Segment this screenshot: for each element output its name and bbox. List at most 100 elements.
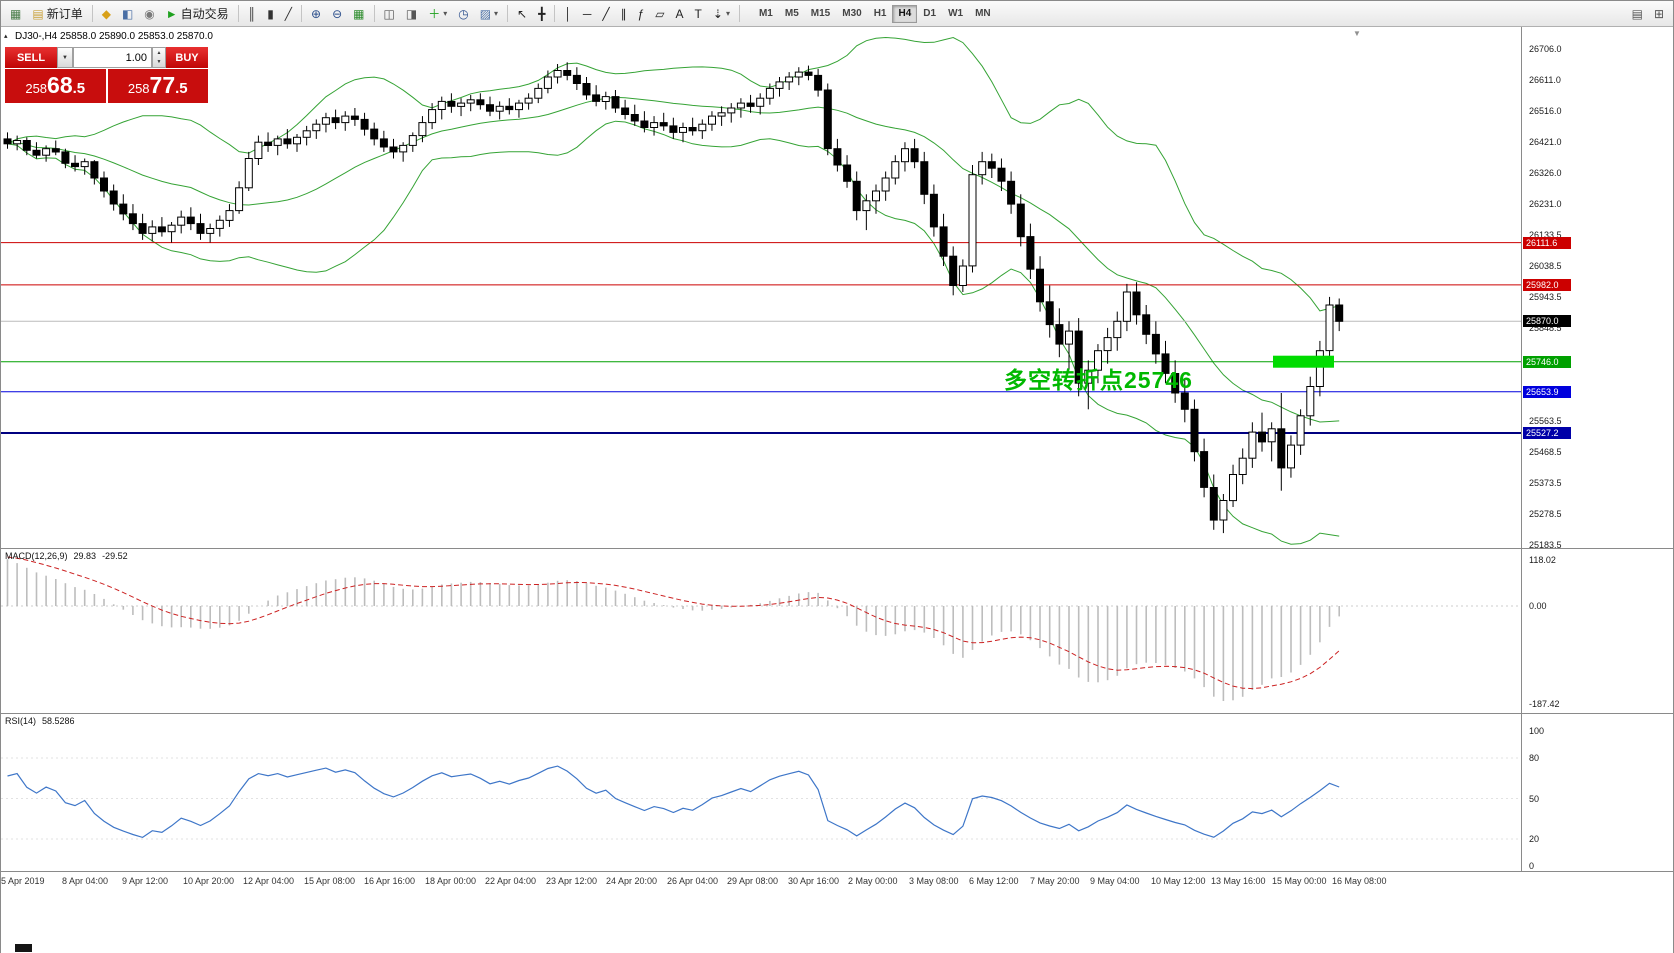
toolbar-separator (237, 5, 239, 22)
buy-button[interactable]: BUY (166, 47, 208, 68)
zoom-out-icon-glyph: ⊖ (332, 6, 343, 21)
buy-price[interactable]: 258 77.5 (107, 69, 208, 103)
time-label: 26 Apr 04:00 (667, 876, 719, 886)
arrows-button[interactable]: ⇣ ▾ (708, 4, 735, 24)
templates-button[interactable]: ▨ ▾ (475, 4, 503, 24)
volume-input[interactable]: 1.00 (73, 47, 152, 68)
chart-annotation-text[interactable]: 多空转折点25746 (1004, 367, 1193, 393)
add-indicator-glyph: ＋ (428, 6, 441, 21)
timeframe-m15[interactable]: M15 (810, 7, 831, 19)
shapes-icon[interactable]: ▱ (650, 4, 669, 24)
macd-plot[interactable]: MACD(12,26,9) 29.83 -29.52 (1, 549, 1521, 713)
chart-collapse-icon[interactable]: ▴ (4, 33, 8, 40)
macd-value-signal: -29.52 (102, 551, 128, 561)
vertical-line-icon-glyph: │ (564, 6, 572, 21)
sell-button[interactable]: SELL (5, 47, 57, 68)
time-label: 24 Apr 20:00 (606, 876, 658, 886)
data-window-icon[interactable]: ◧ (117, 4, 138, 24)
crosshair-icon-glyph: ╋ (538, 6, 546, 21)
new-order-glyph: ▤ (32, 6, 44, 21)
chart-window-icon-glyph: ▦ (10, 6, 22, 21)
add-indicator-button[interactable]: ＋ ▾ (423, 4, 452, 24)
tile-windows-icon[interactable]: ▦ (348, 4, 369, 24)
auto-trading-button[interactable]: ► 自动交易 (161, 4, 234, 24)
market-watch-icon[interactable]: ◆ (97, 4, 116, 24)
sell-price[interactable]: 258 68.5 (5, 69, 106, 103)
candlestick-chart-icon[interactable]: ▮ (262, 4, 279, 24)
sell-price-big: 68 (47, 72, 73, 98)
timeframe-w1[interactable]: W1 (948, 7, 964, 19)
sell-price-prefix: 258 (25, 81, 48, 96)
new-order-button-label: 新订单 (46, 7, 83, 21)
arrange-windows-icon[interactable]: ◫ (379, 4, 400, 24)
vertical-line-icon[interactable]: │ (559, 4, 577, 24)
line-chart-icon[interactable]: ╱ (280, 4, 297, 24)
price-tick: 25848.5 (1529, 323, 1562, 333)
price-tick: 25278.5 (1529, 509, 1562, 519)
volume-dropdown-icon[interactable]: ▼ (57, 47, 73, 68)
macd-axis[interactable]: 118.02 0.00 -187.42 (1521, 549, 1673, 713)
zoom-in-icon[interactable]: ⊕ (306, 4, 326, 24)
buy-price-prefix: 258 (127, 81, 150, 96)
macd-chart (1, 556, 1521, 701)
bar-chart-icon[interactable]: ║ (243, 4, 262, 24)
sell-price-decimal: .5 (72, 80, 86, 97)
volume-stepper[interactable]: ▲ ▼ (152, 47, 166, 68)
zoom-out-icon[interactable]: ⊖ (327, 4, 347, 24)
price-chart[interactable]: ▴ DJ30-,H4 25858.0 25890.0 25853.0 25870… (1, 27, 1521, 548)
time-axis[interactable]: 5 Apr 2019 8 Apr 04:00 9 Apr 12:00 10 Apr 2… (1, 871, 1673, 893)
candlestick-chart-icon-glyph: ▮ (267, 6, 274, 21)
timeframe-d1[interactable]: D1 (923, 7, 937, 19)
toolbar-separator (301, 5, 303, 22)
timeframe-m5[interactable]: M5 (784, 7, 799, 19)
print-icon[interactable]: ▤ (1627, 4, 1648, 24)
trendline-icon[interactable]: ╱ (597, 4, 614, 24)
window-list-icon[interactable]: ⊞ (1649, 4, 1669, 24)
timeframe-m1[interactable]: M1 (758, 7, 773, 19)
macd-label-row: MACD(12,26,9) 29.83 -29.52 (5, 551, 128, 561)
trendline-icon-glyph: ╱ (602, 6, 610, 21)
crosshair-icon[interactable]: ╋ (533, 4, 550, 24)
buy-price-decimal: .5 (175, 80, 188, 97)
zoom-in-icon-glyph: ⊕ (311, 6, 322, 21)
channel-icon[interactable]: ∥ (616, 4, 632, 24)
arrange-windows-icon-glyph: ◫ (383, 6, 395, 21)
print-icon-glyph: ▤ (1631, 6, 1643, 21)
timeframe-toolbar: M1 M5 M15 M30 H1 H4 D1 W1 MN (753, 4, 997, 23)
fibonacci-icon[interactable]: ƒ (633, 4, 650, 24)
timeframe-mn[interactable]: MN (975, 7, 991, 19)
text-label-icon[interactable]: T (690, 4, 707, 24)
chart-shift-icon[interactable]: ◨ (401, 4, 422, 24)
time-label: 10 May 12:00 (1151, 876, 1206, 886)
price-tag-25746.0: 25746.0 (1523, 356, 1571, 368)
time-label: 8 Apr 04:00 (62, 876, 109, 886)
caret-icon: ▾ (443, 9, 448, 18)
horizontal-line-icon-glyph: ─ (582, 6, 592, 21)
stepper-up-icon[interactable]: ▲ (156, 49, 162, 56)
toolbar: ▦ ▤ 新订单 ◆ ◧ ◉ ► 自动交易 ║ ▮ ╱ ⊕ ⊖ ▦ ◫ ◨ ＋ ▾ ◷ ▨ ▾ ↖ ╋ │ ─ ╱ ∥ ƒ ▱ A T ⇣ ▾ M… (1, 1, 1673, 27)
alerts-icon[interactable]: ◉ (139, 4, 159, 24)
period-clock-icon-glyph: ◷ (458, 6, 469, 21)
alerts-icon-glyph: ◉ (144, 6, 155, 21)
caret-icon: ▾ (725, 9, 730, 18)
highlight-rectangle[interactable] (1273, 355, 1334, 368)
cursor-icon[interactable]: ↖ (512, 4, 532, 24)
period-clock-icon[interactable]: ◷ (453, 4, 473, 24)
timeframe-m30[interactable]: M30 (842, 7, 862, 19)
rsi-axis[interactable]: 100 80 50 20 0 (1521, 714, 1673, 871)
rsi-plot[interactable]: RSI(14) 58.5286 (1, 714, 1521, 871)
chart-scroll-marker-icon[interactable]: ▼ (1353, 29, 1361, 38)
text-icon[interactable]: A (671, 4, 689, 24)
horizontal-line-icon[interactable]: ─ (578, 4, 597, 24)
timeframe-h1[interactable]: H1 (873, 7, 887, 19)
chart-window-icon[interactable]: ▦ (5, 4, 26, 24)
price-axis[interactable]: 26706.0 26611.0 26516.0 26421.0 26326.0 26231… (1521, 27, 1673, 550)
time-label: 16 May 08:00 (1332, 876, 1387, 886)
auto-trading-button-label: 自动交易 (180, 7, 229, 21)
timeframe-h4[interactable]: H4 (892, 4, 918, 23)
price-tick: 25373.5 (1529, 478, 1562, 488)
auto-trading-glyph: ► (165, 6, 178, 21)
new-order-button[interactable]: ▤ 新订单 (27, 4, 87, 24)
stepper-down-icon[interactable]: ▼ (156, 59, 162, 66)
